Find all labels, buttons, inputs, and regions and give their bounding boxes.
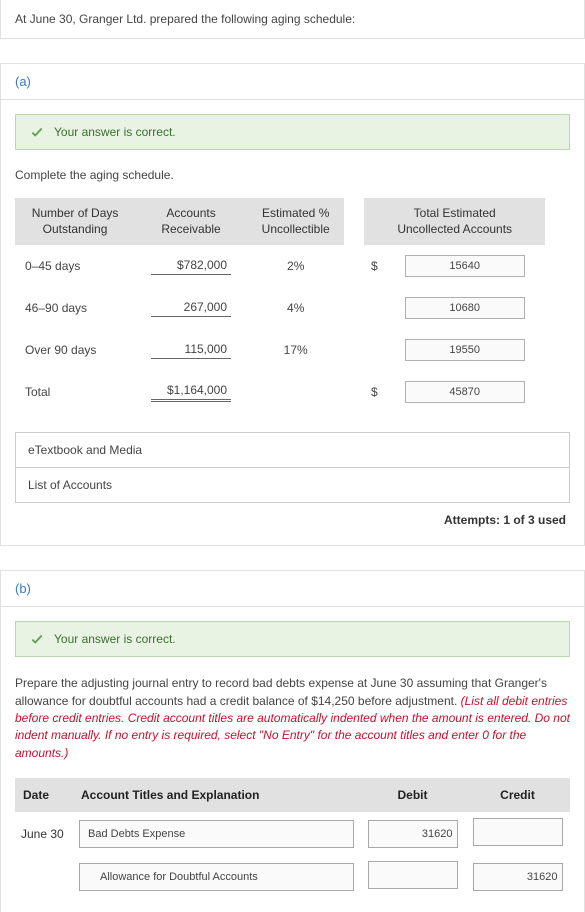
row2-est-input[interactable]: 10680 bbox=[405, 297, 525, 319]
col-est-header: Total EstimatedUncollected Accounts bbox=[364, 198, 545, 245]
instruction-b: Prepare the adjusting journal entry to r… bbox=[15, 675, 570, 762]
je-row2-debit[interactable] bbox=[368, 861, 458, 889]
part-b-body: Your answer is correct. Prepare the adju… bbox=[0, 606, 585, 912]
je-row2-credit[interactable]: 31620 bbox=[473, 863, 563, 891]
je-credit-header: Credit bbox=[465, 778, 570, 812]
je-row1-account[interactable]: Bad Debts Expense bbox=[79, 820, 354, 848]
row2-pct: 4% bbox=[247, 287, 344, 329]
row2-ar: 267,000 bbox=[135, 287, 247, 329]
attempts-label: Attempts: 1 of 3 used bbox=[15, 503, 570, 531]
total-est-input[interactable]: 45870 bbox=[405, 381, 525, 403]
row3-pct: 17% bbox=[247, 329, 344, 371]
check-icon bbox=[30, 125, 44, 139]
row1-dollar: $ bbox=[364, 245, 384, 287]
je-row1-debit[interactable]: 31620 bbox=[368, 820, 458, 848]
col-pct-header: Estimated %Uncollectible bbox=[247, 198, 344, 245]
row3-dollar bbox=[364, 329, 384, 371]
etextbook-accordion[interactable]: eTextbook and Media bbox=[15, 432, 570, 468]
je-date-header: Date bbox=[15, 778, 73, 812]
row1-ar: $782,000 bbox=[135, 245, 247, 287]
col-days-header: Number of DaysOutstanding bbox=[15, 198, 135, 245]
question-intro: At June 30, Granger Ltd. prepared the fo… bbox=[0, 0, 585, 39]
instruction-a: Complete the aging schedule. bbox=[15, 168, 570, 182]
part-a-body: Your answer is correct. Complete the agi… bbox=[0, 99, 585, 546]
row3-est-input[interactable]: 19550 bbox=[405, 339, 525, 361]
je-row1-credit[interactable] bbox=[473, 818, 563, 846]
row3-range: Over 90 days bbox=[15, 329, 135, 371]
row1-pct: 2% bbox=[247, 245, 344, 287]
je-row1-date: June 30 bbox=[15, 812, 73, 855]
correct-text-b: Your answer is correct. bbox=[54, 632, 176, 646]
je-account-header: Account Titles and Explanation bbox=[73, 778, 360, 812]
row2-dollar bbox=[364, 287, 384, 329]
correct-banner-b: Your answer is correct. bbox=[15, 621, 570, 657]
part-b-label: (b) bbox=[0, 570, 585, 606]
journal-table: Date Account Titles and Explanation Debi… bbox=[15, 778, 570, 898]
aging-table: Number of DaysOutstanding AccountsReceiv… bbox=[15, 198, 545, 413]
check-icon bbox=[30, 632, 44, 646]
row3-ar: 115,000 bbox=[135, 329, 247, 371]
je-row2-account[interactable]: Allowance for Doubtful Accounts bbox=[79, 863, 354, 891]
part-a-label: (a) bbox=[0, 63, 585, 99]
list-accounts-accordion[interactable]: List of Accounts bbox=[15, 467, 570, 503]
correct-text-a: Your answer is correct. bbox=[54, 125, 176, 139]
total-label: Total bbox=[15, 371, 135, 413]
correct-banner-a: Your answer is correct. bbox=[15, 114, 570, 150]
total-ar: $1,164,000 bbox=[135, 371, 247, 413]
row2-range: 46–90 days bbox=[15, 287, 135, 329]
col-ar-header: AccountsReceivable bbox=[135, 198, 247, 245]
row1-range: 0–45 days bbox=[15, 245, 135, 287]
je-debit-header: Debit bbox=[360, 778, 465, 812]
row1-est-input[interactable]: 15640 bbox=[405, 255, 525, 277]
total-dollar: $ bbox=[364, 371, 384, 413]
je-row2-date bbox=[15, 855, 73, 898]
